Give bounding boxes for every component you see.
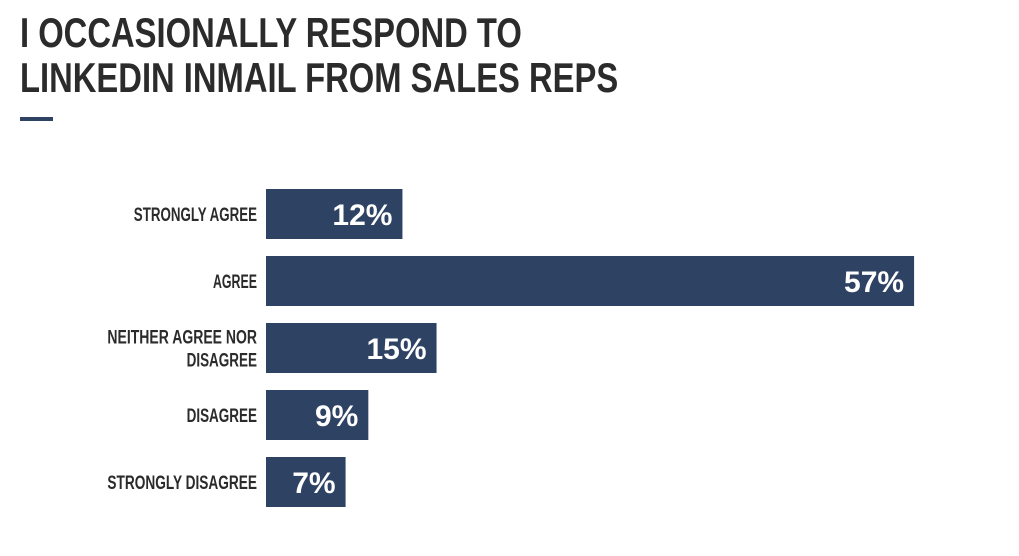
category-label: STRONGLY DISAGREE xyxy=(107,473,257,494)
chart-title-line-2: LINKEDIN INMAIL FROM SALES REPS xyxy=(20,54,619,101)
chart-title-line-1: I OCCASIONALLY RESPOND TO xyxy=(20,9,522,56)
bar xyxy=(266,256,915,306)
category-label: NEITHER AGREE NOR xyxy=(107,328,257,349)
bar-value-label: 9% xyxy=(315,400,358,433)
category-label: STRONGLY AGREE xyxy=(134,205,257,226)
bar-value-label: 7% xyxy=(292,467,335,500)
category-label: DISAGREE xyxy=(187,351,257,372)
bar-value-label: 57% xyxy=(844,266,904,299)
bar xyxy=(266,323,437,373)
bar-value-label: 15% xyxy=(367,333,427,366)
bar xyxy=(266,189,403,239)
chart-title: I OCCASIONALLY RESPOND TO LINKEDIN INMAI… xyxy=(20,10,618,100)
bar-value-label: 12% xyxy=(332,199,392,232)
title-accent-rule xyxy=(20,117,53,121)
bar xyxy=(266,457,346,507)
category-label: DISAGREE xyxy=(187,406,257,427)
category-label: AGREE xyxy=(213,272,257,293)
bar xyxy=(266,390,369,440)
